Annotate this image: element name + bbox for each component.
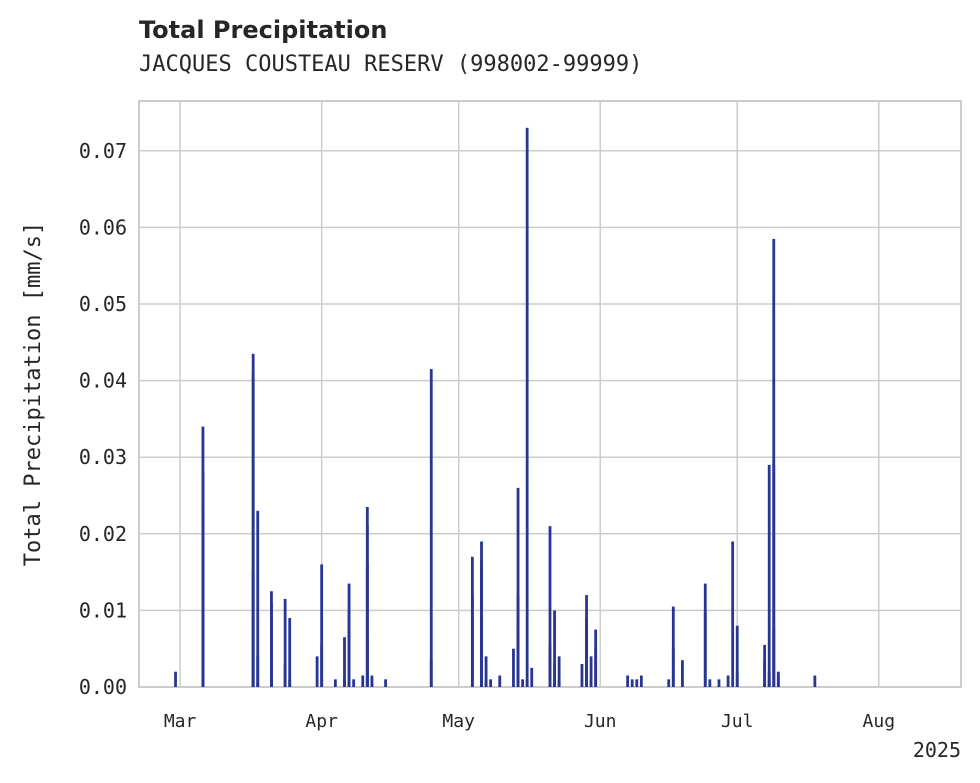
y-axis-label: Total Precipitation [mm/s] <box>21 222 46 566</box>
precip-bar <box>343 637 346 687</box>
precip-bar <box>735 671 739 687</box>
precip-bar <box>726 675 730 687</box>
precip-bar <box>553 664 556 687</box>
precip-bar <box>512 648 515 687</box>
y-tick-label: 0.04 <box>79 369 127 393</box>
precip-bar <box>320 644 324 687</box>
x-tick-label: Mar <box>164 711 197 732</box>
precip-bar <box>667 679 671 687</box>
y-tick-label: 0.05 <box>79 292 127 316</box>
chart-subtitle: JACQUES COUSTEAU RESERV (998002-99999) <box>139 52 643 77</box>
precip-bar <box>270 602 273 687</box>
precip-bar <box>731 541 735 687</box>
precip-bar <box>347 679 351 687</box>
precip-bar <box>671 648 675 687</box>
x-year-label: 2025 <box>913 738 961 762</box>
precip-bar <box>270 679 273 687</box>
y-tick-label: 0.00 <box>79 675 127 699</box>
x-tick-label: Apr <box>305 711 338 732</box>
x-tick-label: Jun <box>584 711 617 732</box>
precip-bar <box>333 679 337 687</box>
precip-bar <box>772 625 776 687</box>
precip-bar <box>384 679 387 687</box>
precip-bar <box>772 238 776 687</box>
precip-bar <box>365 526 369 687</box>
precip-bar <box>776 675 780 687</box>
y-tick-label: 0.06 <box>79 215 127 239</box>
precip-bar <box>548 526 552 687</box>
precip-bar <box>530 667 534 687</box>
precip-bar <box>288 679 292 687</box>
precip-bar <box>626 675 630 687</box>
precip-bar <box>315 656 319 687</box>
precip-bar <box>480 560 483 687</box>
precip-bar <box>489 679 493 687</box>
precip-bar <box>429 369 433 687</box>
precip-bar <box>470 595 474 687</box>
precip-bar <box>201 656 205 687</box>
precip-bar <box>201 510 205 687</box>
precip-bar <box>639 675 643 687</box>
precip-bar <box>557 656 561 687</box>
precip-bar <box>767 671 771 687</box>
precip-bar <box>635 679 639 687</box>
precip-bar <box>251 353 255 687</box>
precip-bar <box>708 679 712 687</box>
precip-bar <box>174 671 177 687</box>
precip-bar <box>553 610 556 687</box>
y-tick-label: 0.01 <box>79 598 127 622</box>
precip-bar <box>288 618 292 687</box>
precip-bar <box>370 679 374 687</box>
precip-bar <box>703 583 707 687</box>
precip-bar <box>557 679 561 687</box>
precip-bar <box>484 656 488 687</box>
precip-bar <box>717 679 721 687</box>
y-tick-label: 0.03 <box>79 445 127 469</box>
precip-bar <box>256 683 260 687</box>
precip-bar <box>735 625 739 687</box>
precip-bar <box>580 664 584 687</box>
precip-bar <box>630 679 634 687</box>
precip-bar <box>681 660 684 687</box>
precip-bar <box>320 564 324 687</box>
precip-bar <box>361 675 365 687</box>
precip-bar <box>594 648 598 687</box>
x-tick-label: Aug <box>863 711 896 732</box>
precip-bar <box>516 487 520 687</box>
precip-bar <box>256 510 260 687</box>
precip-bar <box>352 679 356 687</box>
precip-bar <box>589 656 593 687</box>
y-tick-label: 0.02 <box>79 522 127 546</box>
precip-bar <box>525 127 529 688</box>
y-tick-label: 0.07 <box>79 139 127 163</box>
precip-bar <box>671 606 675 687</box>
precip-bar <box>767 464 771 687</box>
x-tick-label: May <box>442 711 475 732</box>
chart-title: Total Precipitation <box>139 16 388 44</box>
x-tick-label: Jul <box>721 711 754 732</box>
precip-bar <box>498 675 502 687</box>
precip-bar <box>283 598 287 687</box>
precip-bar <box>763 660 767 687</box>
precip-bar <box>347 610 351 687</box>
precip-bar <box>480 679 483 687</box>
precip-bar <box>813 675 817 687</box>
precip-bar <box>256 656 260 687</box>
precip-bar <box>521 679 524 687</box>
precip-bar <box>585 618 588 687</box>
